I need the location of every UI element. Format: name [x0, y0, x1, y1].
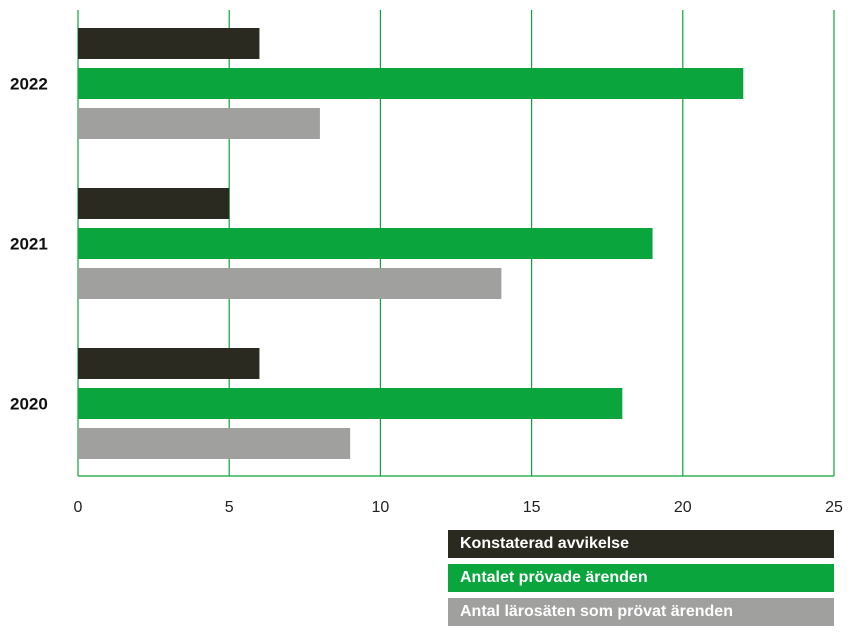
x-tick-label: 20: [674, 499, 692, 516]
legend-item-antalet-provade-arenden: Antalet prövade ärenden: [448, 564, 834, 592]
category-label: 2022: [10, 75, 48, 94]
bar-2020-series-2: [78, 428, 351, 459]
bars: [78, 28, 744, 459]
bar-2022-series-2: [78, 108, 320, 139]
bar-2022-series-0: [78, 28, 260, 59]
bar-2021-series-2: [78, 268, 502, 299]
legend-item-konstaterad-avvikelse: Konstaterad avvikelse: [448, 530, 834, 558]
x-tick-label: 5: [225, 499, 234, 516]
category-label: 2021: [10, 235, 48, 254]
bar-2021-series-1: [78, 228, 653, 259]
x-tick-label: 15: [523, 499, 541, 516]
bar-2020-series-1: [78, 388, 623, 419]
legend: Konstaterad avvikelse Antalet prövade är…: [448, 530, 834, 632]
category-labels: 2022 2021 2020: [10, 75, 48, 414]
legend-item-antal-larosaten: Antal lärosäten som prövat ärenden: [448, 598, 834, 626]
x-tick-labels: 0 5 10 15 20 25: [74, 499, 843, 516]
bar-2022-series-1: [78, 68, 744, 99]
bar-2021-series-0: [78, 188, 230, 219]
category-label: 2020: [10, 395, 48, 414]
bar-chart: 2022 2021 2020 0 5 10 15 20 25: [10, 10, 843, 516]
x-tick-label: 25: [825, 499, 843, 516]
x-tick-label: 10: [372, 499, 390, 516]
bar-2020-series-0: [78, 348, 260, 379]
x-tick-label: 0: [74, 499, 83, 516]
